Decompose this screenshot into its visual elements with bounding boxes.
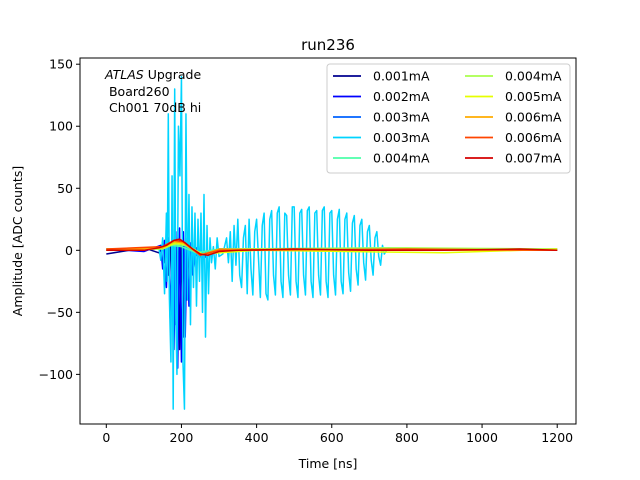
legend-label: 0.004mA <box>505 69 562 84</box>
series-line-9 <box>106 238 558 257</box>
annotation-line-3: Ch001 70dB hi <box>105 100 201 115</box>
y-tick-label: 100 <box>49 119 73 134</box>
legend-label: 0.003mA <box>373 110 430 125</box>
plot-frame <box>79 57 577 425</box>
x-tick-label: 1200 <box>541 430 573 445</box>
x-axis-label: Time [ns] <box>298 456 358 471</box>
x-tick-label: 800 <box>395 430 419 445</box>
x-tick-label: 0 <box>102 430 110 445</box>
chart-title: run236 <box>301 36 355 54</box>
annotation-atlas: ATLAS <box>104 67 144 82</box>
legend-label: 0.002mA <box>373 89 430 104</box>
annotation: ATLAS Upgrade Board260 Ch001 70dB hi <box>104 67 201 115</box>
legend-label: 0.003mA <box>373 130 430 145</box>
legend-label: 0.006mA <box>505 130 562 145</box>
x-tick-label: 1000 <box>466 430 498 445</box>
y-tick-label: 0 <box>65 243 73 258</box>
legend-label: 0.005mA <box>505 89 562 104</box>
legend-label: 0.006mA <box>505 110 562 125</box>
series-line-3 <box>106 75 558 410</box>
x-tick-label: 600 <box>320 430 344 445</box>
y-axis-ticks: −100 −50 0 50 100 150 <box>39 57 80 382</box>
x-axis-ticks: 0 200 400 600 800 1000 1200 <box>102 424 573 445</box>
annotation-upgrade: Upgrade <box>144 67 202 82</box>
y-axis-label: Amplitude [ADC counts] <box>10 166 25 316</box>
legend-items: 0.001mA 0.002mA 0.003mA 0.003mA 0.004mA 0.004… <box>333 69 562 166</box>
x-tick-label: 400 <box>245 430 269 445</box>
legend-frame <box>326 63 571 174</box>
y-tick-label: 150 <box>49 57 73 72</box>
annotation-line-1: ATLAS Upgrade <box>104 67 201 82</box>
x-tick-label: 200 <box>170 430 194 445</box>
legend-label: 0.004mA <box>373 151 430 166</box>
legend: 0.001mA 0.002mA 0.003mA 0.003mA 0.004mA 0.004… <box>326 63 571 174</box>
legend-label: 0.007mA <box>505 151 562 166</box>
y-tick-label: −50 <box>47 305 73 320</box>
legend-label: 0.001mA <box>373 69 430 84</box>
annotation-line-2: Board260 <box>105 84 170 99</box>
y-tick-label: 50 <box>57 181 73 196</box>
y-tick-label: −100 <box>39 367 73 382</box>
series-layer <box>106 75 558 410</box>
